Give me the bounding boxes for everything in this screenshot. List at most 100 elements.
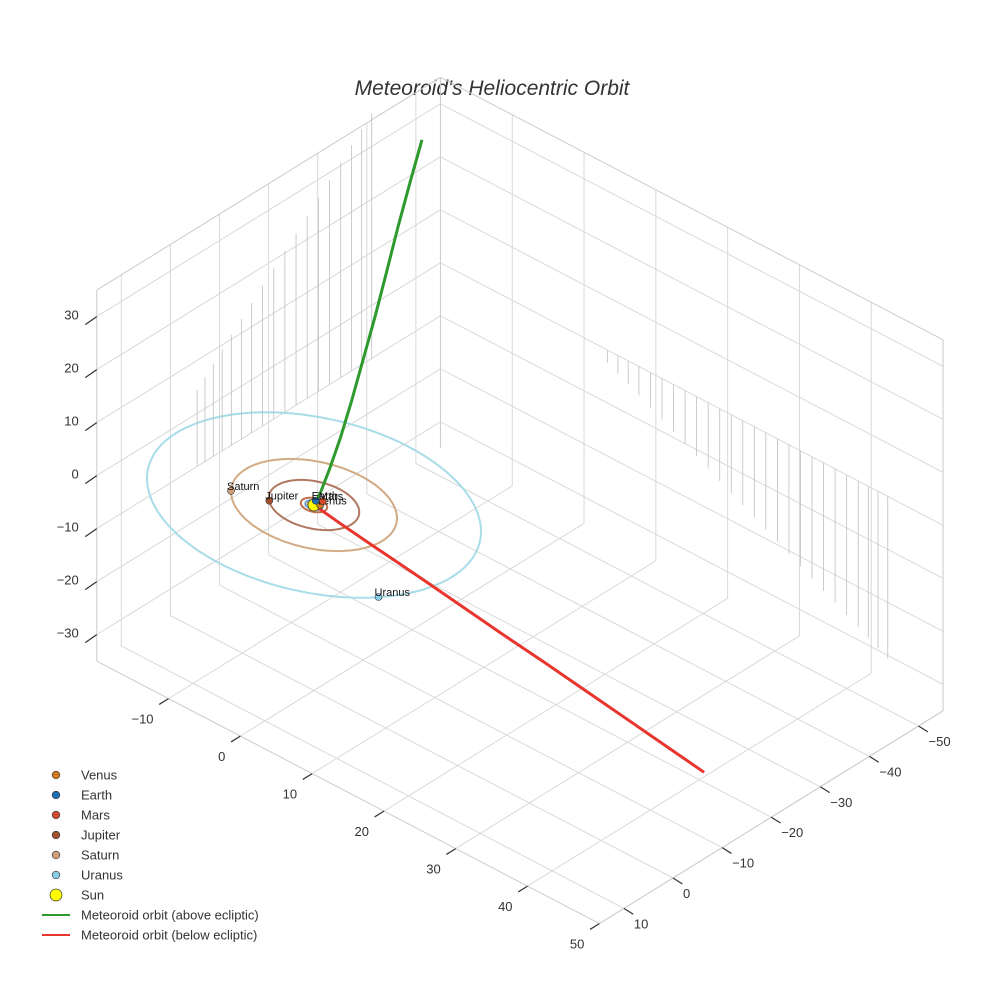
legend-item[interactable]: Jupiter — [51, 828, 121, 843]
planet-marker-saturn — [227, 487, 235, 495]
x-tick-label: 10 — [283, 787, 297, 802]
z-tick-label: −10 — [57, 520, 79, 535]
tick-mark — [302, 773, 313, 780]
legend-swatch-marker — [51, 810, 61, 820]
tick-mark — [84, 316, 98, 326]
pane-edge — [440, 76, 944, 341]
grid-line — [96, 262, 441, 477]
legend-label: Uranus — [81, 868, 123, 883]
grid-line — [96, 209, 441, 424]
legend-label: Sun — [81, 888, 104, 903]
legend-label: Saturn — [81, 848, 119, 863]
legend-item[interactable]: Meteoroid orbit (above ecliptic) — [42, 908, 259, 923]
x-tick-label: −10 — [131, 712, 153, 727]
legend-label: Jupiter — [81, 828, 121, 843]
legend-item[interactable]: Mars — [51, 808, 110, 823]
y-tick-label: −40 — [879, 764, 901, 779]
x-tick-label: 50 — [570, 937, 584, 952]
tick-mark — [158, 698, 169, 705]
z-tick-label: 0 — [72, 467, 79, 482]
grid-line — [366, 493, 870, 757]
legend-label: Mars — [81, 808, 110, 823]
tick-mark — [84, 581, 98, 591]
grid-line — [440, 421, 944, 685]
legend-item[interactable]: Sun — [49, 888, 104, 903]
grid-line — [440, 209, 944, 473]
tick-mark — [517, 885, 528, 893]
grid-line — [170, 615, 674, 879]
legend-swatch-marker — [51, 870, 61, 880]
legend-swatch-marker — [51, 830, 61, 840]
drop-lines — [196, 113, 889, 659]
orbit-jupiter — [267, 478, 361, 532]
y-tick-label: −30 — [830, 795, 852, 810]
orbit-saturn — [229, 457, 399, 553]
grid-line — [317, 523, 821, 788]
tick-mark — [819, 786, 830, 794]
grid-line — [268, 554, 772, 818]
tick-mark — [84, 634, 98, 644]
z-tick-label: −30 — [57, 626, 79, 641]
orbit-uranus — [145, 411, 483, 599]
chart-title: Meteoroid's Heliocentric Orbit — [355, 77, 631, 100]
axis-ticks: −10 0 10 20 30 40 50 −50 −40 −30 −20 −10 0 10 −30 −20 −1… — [57, 308, 951, 952]
grid-line — [219, 584, 723, 849]
legend-item[interactable]: Saturn — [51, 848, 119, 863]
tick-mark — [869, 755, 880, 763]
planet-marker-uranus — [374, 593, 383, 601]
x-tick-label: 30 — [426, 862, 440, 877]
tick-mark — [84, 369, 98, 379]
legend[interactable]: Venus Earth Mars Jupiter Saturn Uranus Sun Mete… — [42, 768, 259, 943]
tick-mark — [84, 475, 98, 485]
grid-line — [415, 463, 919, 727]
grid-line — [440, 315, 944, 579]
tick-mark — [446, 848, 457, 855]
z-tick-label: 10 — [64, 414, 78, 429]
grid-line — [96, 315, 441, 530]
y-tick-label: −10 — [732, 856, 754, 871]
legend-swatch-marker — [51, 790, 61, 800]
z-tick-label: 30 — [64, 308, 78, 323]
z-tick-label: −20 — [57, 573, 79, 588]
meteoroid-orbits — [312, 139, 705, 774]
legend-label: Meteoroid orbit (above ecliptic) — [81, 908, 259, 923]
legend-item[interactable]: Venus — [51, 768, 118, 783]
orbit-mars — [299, 496, 329, 514]
pane-edge — [96, 660, 600, 925]
x-tick-label: 20 — [354, 824, 368, 839]
planet-marker-jupiter — [265, 496, 274, 505]
legend-item[interactable]: Uranus — [51, 868, 123, 883]
legend-item[interactable]: Earth — [51, 788, 112, 803]
meteoroid-below-line — [313, 503, 705, 774]
z-tick-label: 20 — [64, 361, 78, 376]
grid-line — [121, 645, 625, 909]
tick-mark — [84, 422, 98, 432]
planet-label-jupiter: Jupiter — [265, 491, 298, 503]
legend-swatch-marker — [49, 888, 63, 902]
legend-label: Meteoroid orbit (below ecliptic) — [81, 928, 257, 943]
planet-marker-mars — [319, 497, 327, 505]
legend-swatch-marker — [51, 850, 61, 860]
y-tick-label: −50 — [929, 734, 951, 749]
planet-label-saturn: Saturn — [227, 481, 259, 493]
legend-swatch-marker — [51, 770, 61, 780]
grid-line — [96, 156, 441, 371]
legend-label: Earth — [81, 788, 112, 803]
axes-grid — [96, 76, 944, 925]
grid-line — [440, 103, 944, 367]
pane-edge — [96, 76, 441, 291]
legend-label: Venus — [81, 768, 118, 783]
y-tick-label: 0 — [683, 886, 690, 901]
grid-line — [440, 368, 944, 632]
y-tick-label: 10 — [634, 916, 648, 931]
tick-mark — [623, 907, 634, 915]
grid-line — [440, 262, 944, 526]
planet-label-uranus: Uranus — [375, 587, 411, 599]
pane-edge — [599, 710, 944, 925]
tick-mark — [770, 816, 781, 824]
meteoroid-above-line — [312, 139, 424, 506]
tick-mark — [84, 528, 98, 538]
legend-item[interactable]: Meteoroid orbit (below ecliptic) — [42, 928, 257, 943]
tick-mark — [374, 810, 385, 818]
